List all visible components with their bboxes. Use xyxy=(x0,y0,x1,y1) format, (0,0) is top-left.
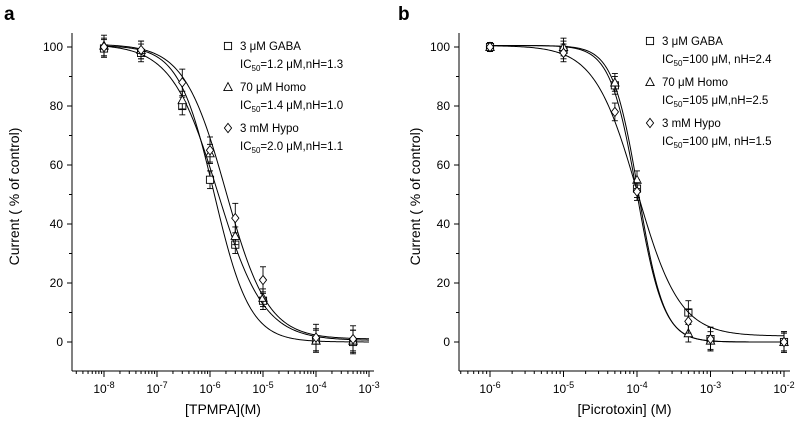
legend-marker xyxy=(223,81,233,92)
series-triangle xyxy=(99,34,370,352)
legend-entry: 70 μM Homo IC50=1.4 μM,nH=1.0 xyxy=(223,81,343,114)
chart-panel-a: a 0 20 40 60 80 100 10-8 10-7 10-6 10-5 10-4 10-3 [TP… xyxy=(4,4,380,417)
y-tick-label: 20 xyxy=(437,276,451,290)
data-point xyxy=(610,106,620,118)
legend-label: 3 μM GABA xyxy=(662,36,723,48)
data-point xyxy=(258,274,268,286)
data-point xyxy=(136,44,146,56)
data-point xyxy=(348,333,358,345)
x-axis-label: [Picrotoxin] (M) xyxy=(577,401,671,417)
legend-marker xyxy=(645,36,655,46)
panel-letter: b xyxy=(398,4,410,25)
legend-label: 3 mM Hypo xyxy=(240,123,299,135)
y-tick-label: 60 xyxy=(437,158,451,172)
y-tick-label: 20 xyxy=(50,276,64,290)
legend-label: 70 μM Homo xyxy=(240,82,306,94)
chart-panel-b: b 0 20 40 60 80 100 10-6 10-5 10-4 10-3 10-2 [Picrot… xyxy=(398,4,795,417)
fit-curve xyxy=(103,45,369,343)
y-tick-label: 40 xyxy=(50,217,64,231)
data-point xyxy=(205,175,215,184)
legend-label: 3 mM Hypo xyxy=(662,118,721,130)
series-square xyxy=(99,39,369,355)
y-tick-label: 0 xyxy=(56,335,63,349)
panel-letter: a xyxy=(4,4,15,25)
legend-entry: 3 μM GABA IC50=100 μM, nH=2.4 xyxy=(645,36,772,68)
fit-curve xyxy=(103,45,370,341)
data-point xyxy=(779,336,789,348)
data-point xyxy=(609,77,620,87)
fit-curve xyxy=(103,44,370,340)
data-point xyxy=(632,186,642,197)
data-point xyxy=(230,230,241,240)
data-point xyxy=(178,77,187,88)
legend-marker xyxy=(645,76,655,87)
data-point xyxy=(177,94,188,105)
y-tick-label: 80 xyxy=(50,99,64,113)
series-diamond xyxy=(99,37,370,353)
y-tick-label: 80 xyxy=(437,99,451,113)
data-point xyxy=(311,332,321,343)
y-axis-label: Current ( % of control) xyxy=(407,128,423,266)
x-tick-label: 10-4 xyxy=(626,380,647,396)
x-axis-label: [TPMPA](M) xyxy=(185,401,261,417)
data-point xyxy=(706,333,715,345)
y-tick-label: 100 xyxy=(43,40,63,54)
data-point xyxy=(205,144,215,156)
x-tick-label: 10-8 xyxy=(93,380,114,396)
legend-ic50: IC50=1.2 μM,nH=1.3 xyxy=(240,59,343,73)
series-diamond xyxy=(485,41,789,353)
y-tick-label: 40 xyxy=(437,217,451,231)
legend-marker xyxy=(223,41,233,51)
legend-entry: 3 mM Hypo IC50=100 μM, nH=1.5 xyxy=(645,117,772,150)
x-tick-label: 10-3 xyxy=(358,380,379,396)
legend-entry: 3 mM Hypo IC50=2.0 μM,nH=1.1 xyxy=(223,122,343,155)
y-axis-label: Current ( % of control) xyxy=(6,128,22,266)
x-tick-label: 10-2 xyxy=(773,380,794,396)
data-point xyxy=(99,41,109,53)
legend-marker xyxy=(645,117,655,129)
legend-label: 70 μM Homo xyxy=(662,77,728,89)
y-tick-label: 100 xyxy=(430,40,450,54)
x-tick-label: 10-6 xyxy=(199,380,220,396)
legend-ic50: IC50=100 μM, nH=2.4 xyxy=(662,54,772,68)
legend-ic50: IC50=105 μM,nH=2.5 xyxy=(662,95,768,109)
legend-entry: 3 μM GABA IC50=1.2 μM,nH=1.3 xyxy=(223,41,343,73)
x-tick-label: 10-7 xyxy=(146,380,167,396)
legend-marker xyxy=(223,122,233,134)
legend-ic50: IC50=2.0 μM,nH=1.1 xyxy=(240,141,343,155)
x-tick-label: 10-3 xyxy=(700,380,721,396)
legend-ic50: IC50=100 μM, nH=1.5 xyxy=(662,136,772,150)
legend-label: 3 μM GABA xyxy=(240,41,301,53)
data-point xyxy=(485,41,495,53)
x-tick-label: 10-4 xyxy=(305,380,326,396)
x-tick-label: 10-6 xyxy=(479,380,500,396)
x-tick-label: 10-5 xyxy=(252,380,273,396)
data-point xyxy=(684,316,693,327)
y-tick-label: 60 xyxy=(50,158,64,172)
data-point xyxy=(559,47,568,59)
legend-entry: 70 μM Homo IC50=105 μM,nH=2.5 xyxy=(645,76,768,109)
data-point xyxy=(231,212,240,224)
x-tick-label: 10-5 xyxy=(553,380,574,396)
y-tick-label: 0 xyxy=(443,335,450,349)
legend-ic50: IC50=1.4 μM,nH=1.0 xyxy=(240,100,343,114)
